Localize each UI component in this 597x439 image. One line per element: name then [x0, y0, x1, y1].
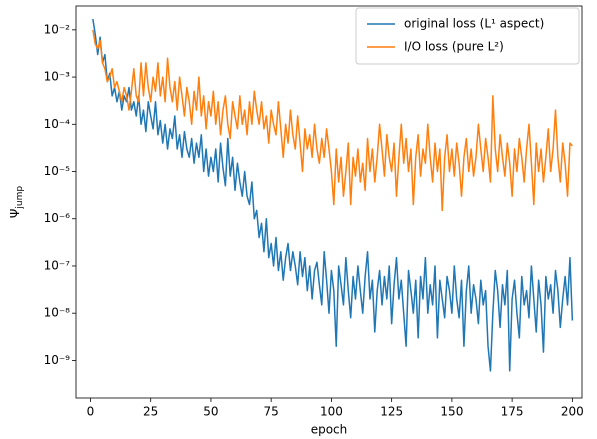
x-tick-label: 75 — [264, 405, 279, 419]
x-tick-label: 50 — [203, 405, 218, 419]
x-tick-label: 175 — [501, 405, 524, 419]
y-axis-symbol: Ψ — [8, 209, 22, 218]
x-tick-label: 0 — [87, 405, 95, 419]
series-line — [92, 18, 574, 372]
legend-box — [355, 7, 580, 65]
x-tick-label: 200 — [561, 405, 584, 419]
x-axis-label: epoch — [311, 423, 348, 437]
y-axis-subscript: jump — [15, 186, 25, 210]
x-tick-label: 125 — [380, 405, 403, 419]
plot-frame — [75, 5, 583, 399]
legend-label: original loss (L¹ aspect) — [404, 17, 544, 31]
y-tick-label: 10⁻³ — [44, 70, 71, 84]
series-line — [92, 29, 573, 212]
y-tick-label: 10⁻² — [44, 22, 71, 36]
y-tick-label: 10⁻⁹ — [44, 353, 71, 367]
y-tick-label: 10⁻⁶ — [44, 211, 71, 225]
x-tick-label: 150 — [440, 405, 463, 419]
y-tick-label: 10⁻⁵ — [44, 164, 71, 178]
y-tick-label: 10⁻⁸ — [44, 306, 71, 320]
x-tick-label: 100 — [320, 405, 343, 419]
legend-label: I/O loss (pure L²) — [404, 40, 504, 54]
y-tick-label: 10⁻⁷ — [44, 258, 71, 272]
y-axis-label: Ψjump — [8, 186, 25, 218]
y-tick-label: 10⁻⁴ — [44, 117, 71, 131]
x-tick-label: 25 — [143, 405, 158, 419]
